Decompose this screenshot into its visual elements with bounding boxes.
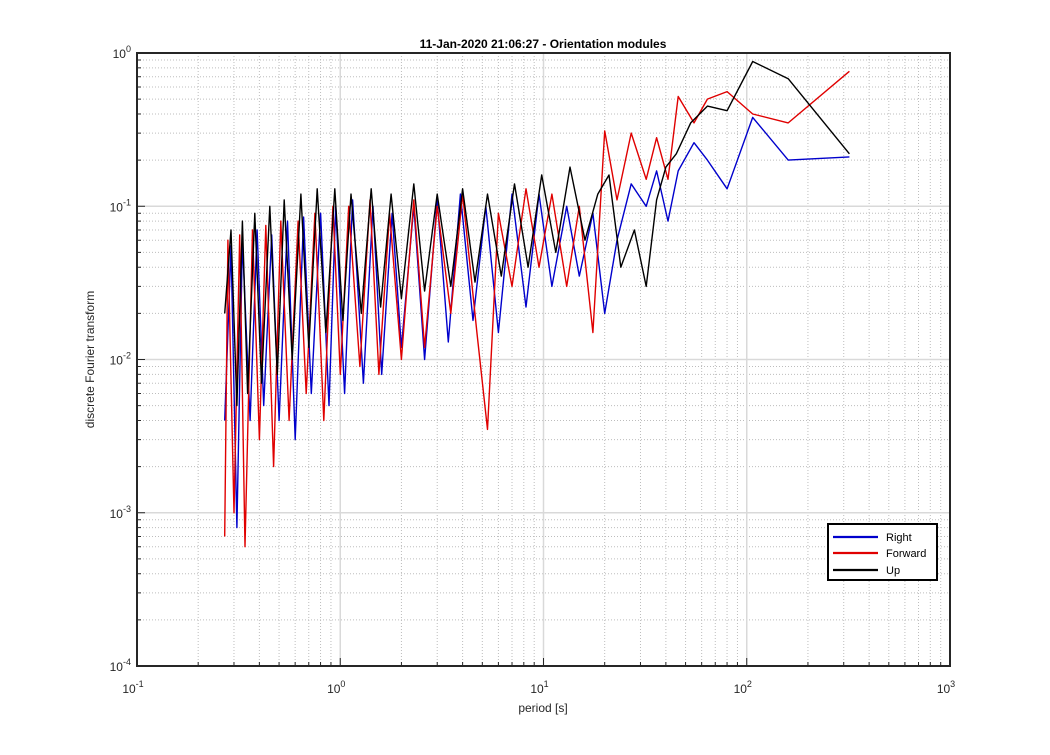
chart-title: 11-Jan-2020 21:06:27 - Orientation modul… — [420, 37, 667, 51]
series-line-up — [224, 60, 850, 407]
series-layer — [224, 60, 850, 548]
ticks — [136, 52, 951, 667]
y-axis-label: discrete Fourier transform — [83, 291, 97, 428]
legend-label-right: Right — [886, 532, 912, 544]
legend: Right Forward Up — [827, 523, 938, 581]
legend-label-up: Up — [886, 565, 900, 577]
legend-label-forward: Forward — [886, 548, 926, 560]
series-line-forward — [224, 70, 850, 548]
x-axis-label: period [s] — [518, 701, 567, 715]
series-line-right — [224, 116, 850, 529]
